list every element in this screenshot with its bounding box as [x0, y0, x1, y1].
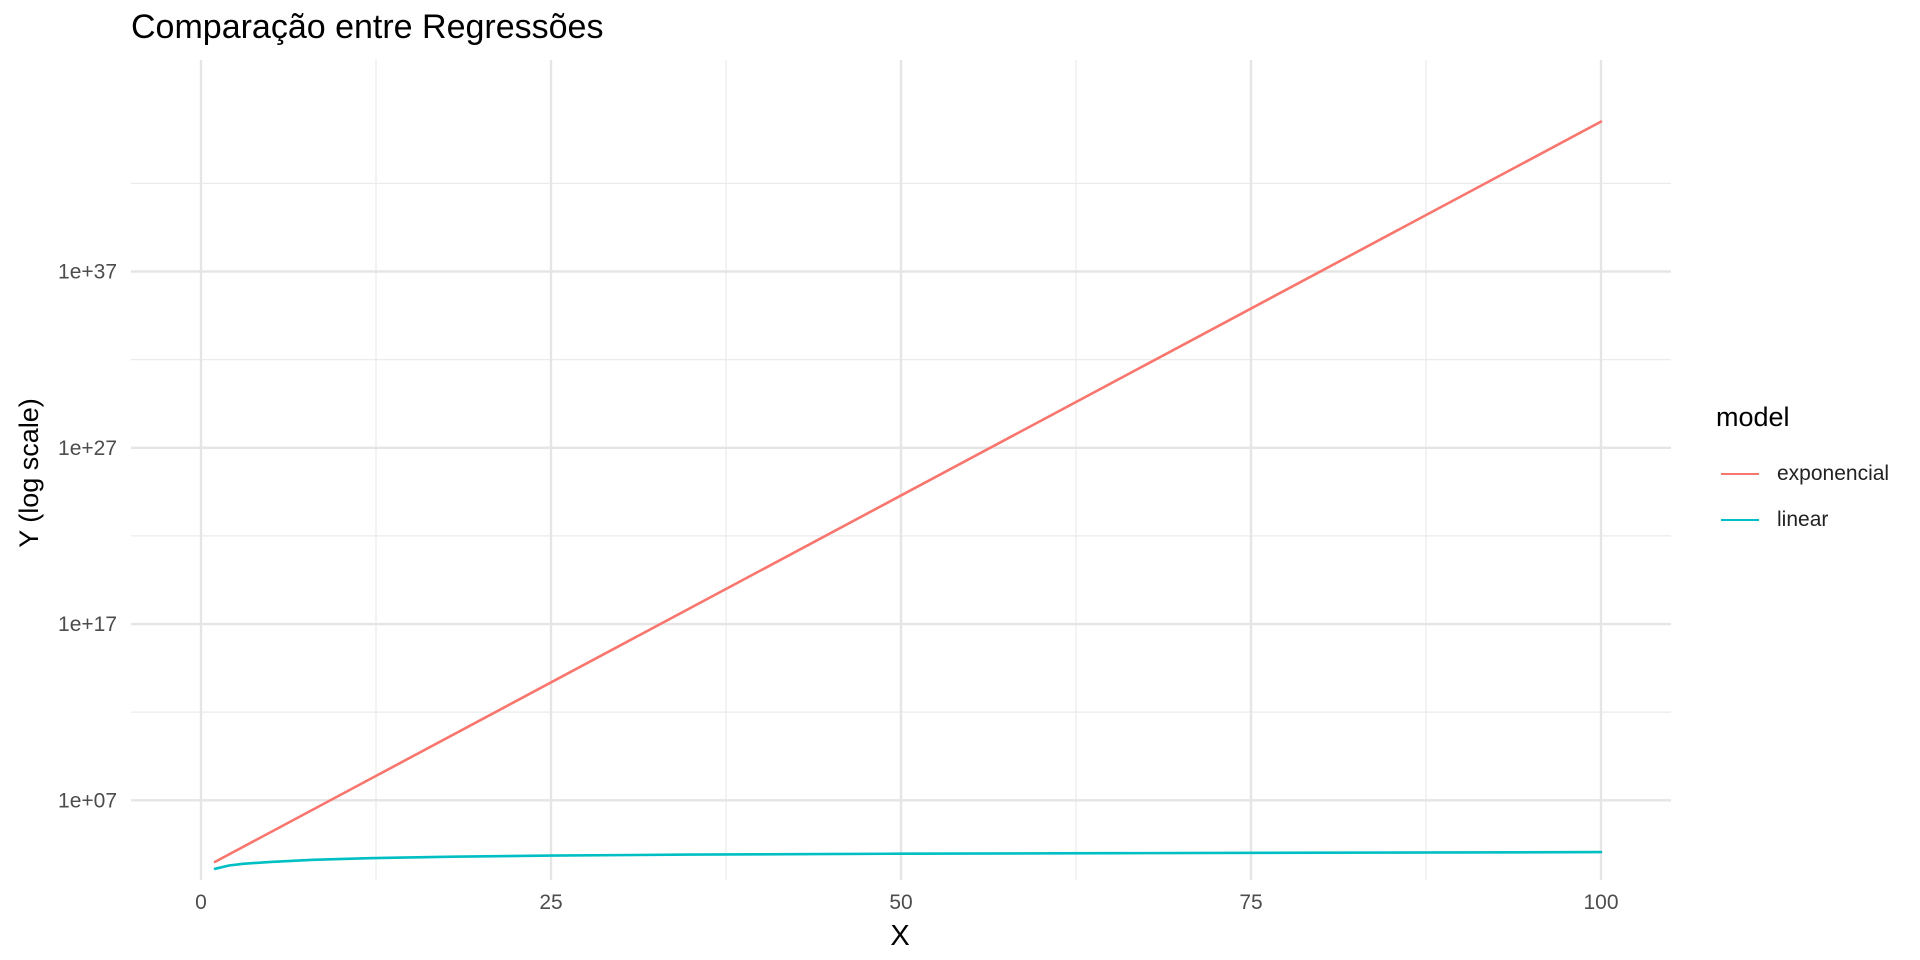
x-tick-labels: 0 25 50 75 100 [195, 891, 1618, 914]
legend-item-linear: linear [1716, 497, 1889, 543]
y-axis-label: Y (log scale) [14, 398, 44, 548]
legend-swatch-linear [1721, 519, 1759, 521]
major-gridlines [131, 60, 1671, 880]
x-tick-label: 25 [539, 891, 562, 914]
legend-label-linear: linear [1777, 508, 1829, 531]
x-tick-label: 100 [1583, 891, 1618, 914]
y-tick-labels: 1e+07 1e+17 1e+27 1e+37 [58, 261, 117, 813]
series-line-exponencial [213, 120, 1603, 864]
series-lines [213, 120, 1603, 871]
legend-title: model [1716, 402, 1790, 432]
x-tick-label: 50 [889, 891, 912, 914]
legend-label-exponencial: exponencial [1777, 462, 1890, 485]
legend: model exponencial linear [1716, 402, 1889, 543]
y-tick-label: 1e+17 [58, 613, 117, 636]
y-tick-label: 1e+37 [58, 261, 117, 284]
y-tick-label: 1e+27 [58, 437, 117, 460]
x-tick-label: 0 [195, 891, 207, 914]
legend-swatch-exponencial [1721, 473, 1759, 475]
legend-item-exponencial: exponencial [1716, 451, 1889, 497]
x-tick-label: 75 [1239, 891, 1262, 914]
x-axis-label: X [890, 920, 909, 952]
series-line-linear [213, 850, 1603, 871]
chart-title: Comparação entre Regressões [131, 8, 604, 46]
y-tick-label: 1e+07 [58, 789, 117, 812]
